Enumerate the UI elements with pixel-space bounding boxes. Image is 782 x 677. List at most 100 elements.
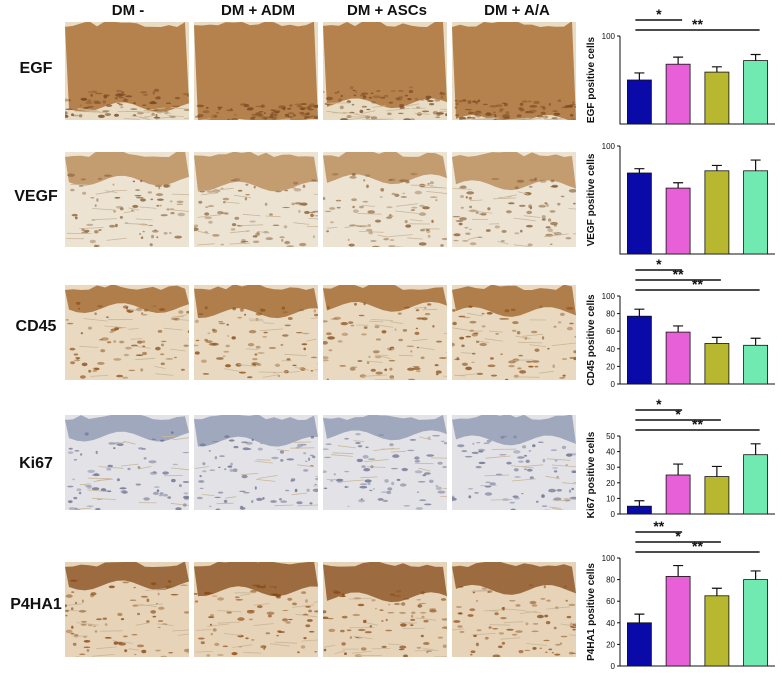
bar-1 [666, 576, 690, 666]
significance-label: * [656, 256, 662, 272]
error-bar-2 [712, 588, 722, 596]
y-tick-label: 0 [611, 380, 616, 389]
column-header-dm-minus: DM - [63, 2, 193, 19]
error-bar-1 [673, 57, 683, 64]
significance-label: * [656, 6, 662, 22]
error-bar-0 [634, 309, 644, 316]
error-bar-2 [712, 67, 722, 72]
y-tick-label: 40 [606, 619, 615, 628]
significance-label: ** [673, 266, 684, 282]
micrograph-vegf-0 [65, 152, 189, 247]
micrograph-vegf-3 [452, 152, 576, 247]
bar-2 [705, 477, 729, 514]
significance-label: ** [692, 416, 703, 432]
micrograph-ki67-3 [452, 415, 576, 510]
micrograph-egf-2 [323, 22, 447, 120]
row-label-ki67: Ki67 [6, 455, 66, 473]
bar-2 [705, 171, 729, 254]
y-tick-label: 60 [606, 597, 615, 606]
micrograph-vegf-1 [194, 152, 318, 247]
error-bar-0 [634, 614, 644, 623]
row-label-p4ha1: P4HA1 [6, 596, 66, 614]
y-tick-label: 100 [602, 142, 616, 151]
y-tick-label: 0 [611, 510, 616, 519]
column-header-dm-aa: DM + A/A [452, 2, 582, 19]
significance-label: ** [692, 16, 703, 32]
significance-label: * [675, 406, 681, 422]
y-tick-label: 100 [602, 292, 616, 301]
bar-3 [744, 171, 768, 254]
y-axis-label: P4HA1 positive cells [586, 563, 597, 661]
error-bar-1 [673, 464, 683, 475]
column-header-dm-adm: DM + ADM [193, 2, 323, 19]
micrograph-vegf-2 [323, 152, 447, 247]
row-label-cd45: CD45 [6, 318, 66, 336]
vegf-bar-chart: 100 VEGF positive cells [580, 138, 780, 260]
error-bar-0 [634, 501, 644, 506]
error-bar-0 [634, 169, 644, 173]
y-tick-label: 80 [606, 310, 615, 319]
micrograph-p4ha1-2 [323, 562, 447, 657]
bar-3 [744, 580, 768, 666]
significance-label: ** [653, 518, 664, 534]
micrograph-ki67-2 [323, 415, 447, 510]
error-bar-0 [634, 73, 644, 80]
micrograph-cd45-1 [194, 285, 318, 380]
error-bar-3 [751, 444, 761, 455]
bar-1 [666, 188, 690, 254]
bar-0 [627, 623, 651, 666]
error-bar-3 [751, 160, 761, 171]
error-bar-2 [712, 337, 722, 343]
row-label-egf: EGF [6, 60, 66, 78]
y-tick-label: 50 [606, 432, 615, 441]
micrograph-egf-3 [452, 22, 576, 120]
micrograph-ki67-0 [65, 415, 189, 510]
y-tick-label: 100 [602, 554, 616, 563]
bar-0 [627, 316, 651, 384]
error-bar-1 [673, 183, 683, 188]
bar-1 [666, 332, 690, 384]
micrograph-cd45-3 [452, 285, 576, 380]
column-header-dm-ascs: DM + ASCs [322, 2, 452, 19]
micrograph-ki67-1 [194, 415, 318, 510]
significance-label: ** [692, 538, 703, 554]
y-tick-label: 100 [602, 32, 616, 41]
error-bar-2 [712, 165, 722, 170]
significance-label: * [675, 528, 681, 544]
y-tick-label: 60 [606, 327, 615, 336]
bar-1 [666, 64, 690, 124]
row-label-vegf: VEGF [6, 188, 66, 206]
y-tick-label: 40 [606, 345, 615, 354]
y-axis-label: CD45 positive cells [586, 294, 597, 386]
bar-3 [744, 345, 768, 384]
error-bar-2 [712, 466, 722, 476]
error-bar-3 [751, 571, 761, 580]
y-axis-label: EGF positive cells [586, 36, 597, 123]
bar-0 [627, 173, 651, 254]
micrograph-p4ha1-0 [65, 562, 189, 657]
y-tick-label: 20 [606, 479, 615, 488]
micrograph-egf-1 [194, 22, 318, 120]
y-tick-label: 20 [606, 640, 615, 649]
y-tick-label: 0 [611, 662, 616, 671]
y-axis-label: Ki67 positive cells [586, 431, 597, 518]
y-tick-label: 40 [606, 448, 615, 457]
bar-1 [666, 475, 690, 514]
bar-3 [744, 455, 768, 514]
significance-label: * [656, 396, 662, 412]
error-bar-3 [751, 54, 761, 60]
bar-0 [627, 506, 651, 514]
bar-3 [744, 61, 768, 124]
y-axis-label: VEGF positive cells [586, 153, 597, 246]
bar-2 [705, 344, 729, 385]
micrograph-p4ha1-3 [452, 562, 576, 657]
error-bar-1 [673, 326, 683, 332]
bar-2 [705, 72, 729, 124]
error-bar-1 [673, 566, 683, 577]
